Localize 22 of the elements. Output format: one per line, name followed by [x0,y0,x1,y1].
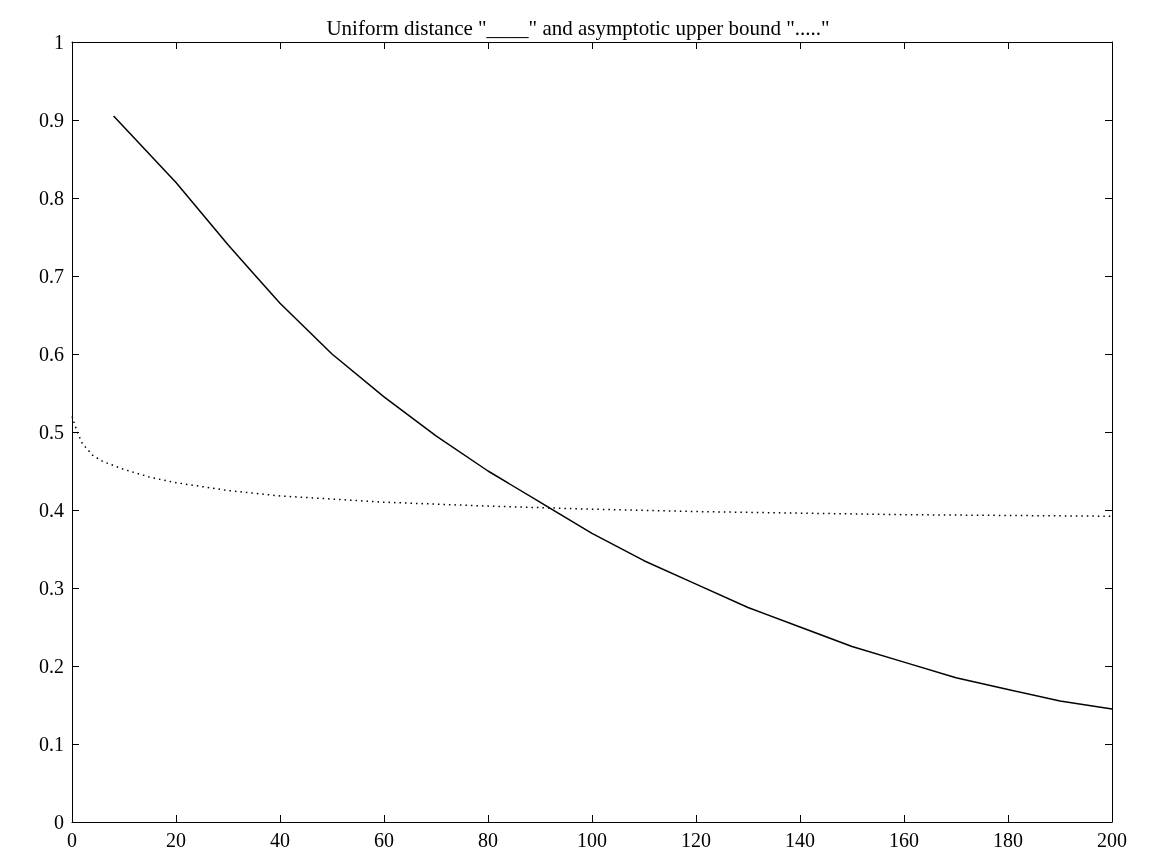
y-tick-label: 0.8 [39,187,64,209]
y-tick-label: 0.5 [39,421,64,443]
y-tick-label: 0.2 [39,655,64,677]
y-tick-label: 0.6 [39,343,64,365]
y-tick-label: 0.9 [39,109,64,131]
chart-title: Uniform distance "____" and asymptotic upper bound "....." [326,15,830,40]
x-tick-label: 60 [374,829,394,851]
y-tick-label: 0.3 [39,577,64,599]
y-tick-label: 1 [54,31,64,53]
y-tick-label: 0.1 [39,733,64,755]
x-tick-label: 200 [1097,829,1127,851]
y-tick-label: 0 [54,811,64,833]
x-tick-label: 180 [993,829,1023,851]
x-tick-label: 100 [577,829,607,851]
y-tick-label: 0.4 [39,499,64,521]
x-tick-label: 120 [681,829,711,851]
x-tick-label: 40 [270,829,290,851]
x-tick-label: 140 [785,829,815,851]
y-tick-label: 0.7 [39,265,64,287]
x-tick-label: 20 [166,829,186,851]
x-tick-label: 80 [478,829,498,851]
x-tick-label: 160 [889,829,919,851]
